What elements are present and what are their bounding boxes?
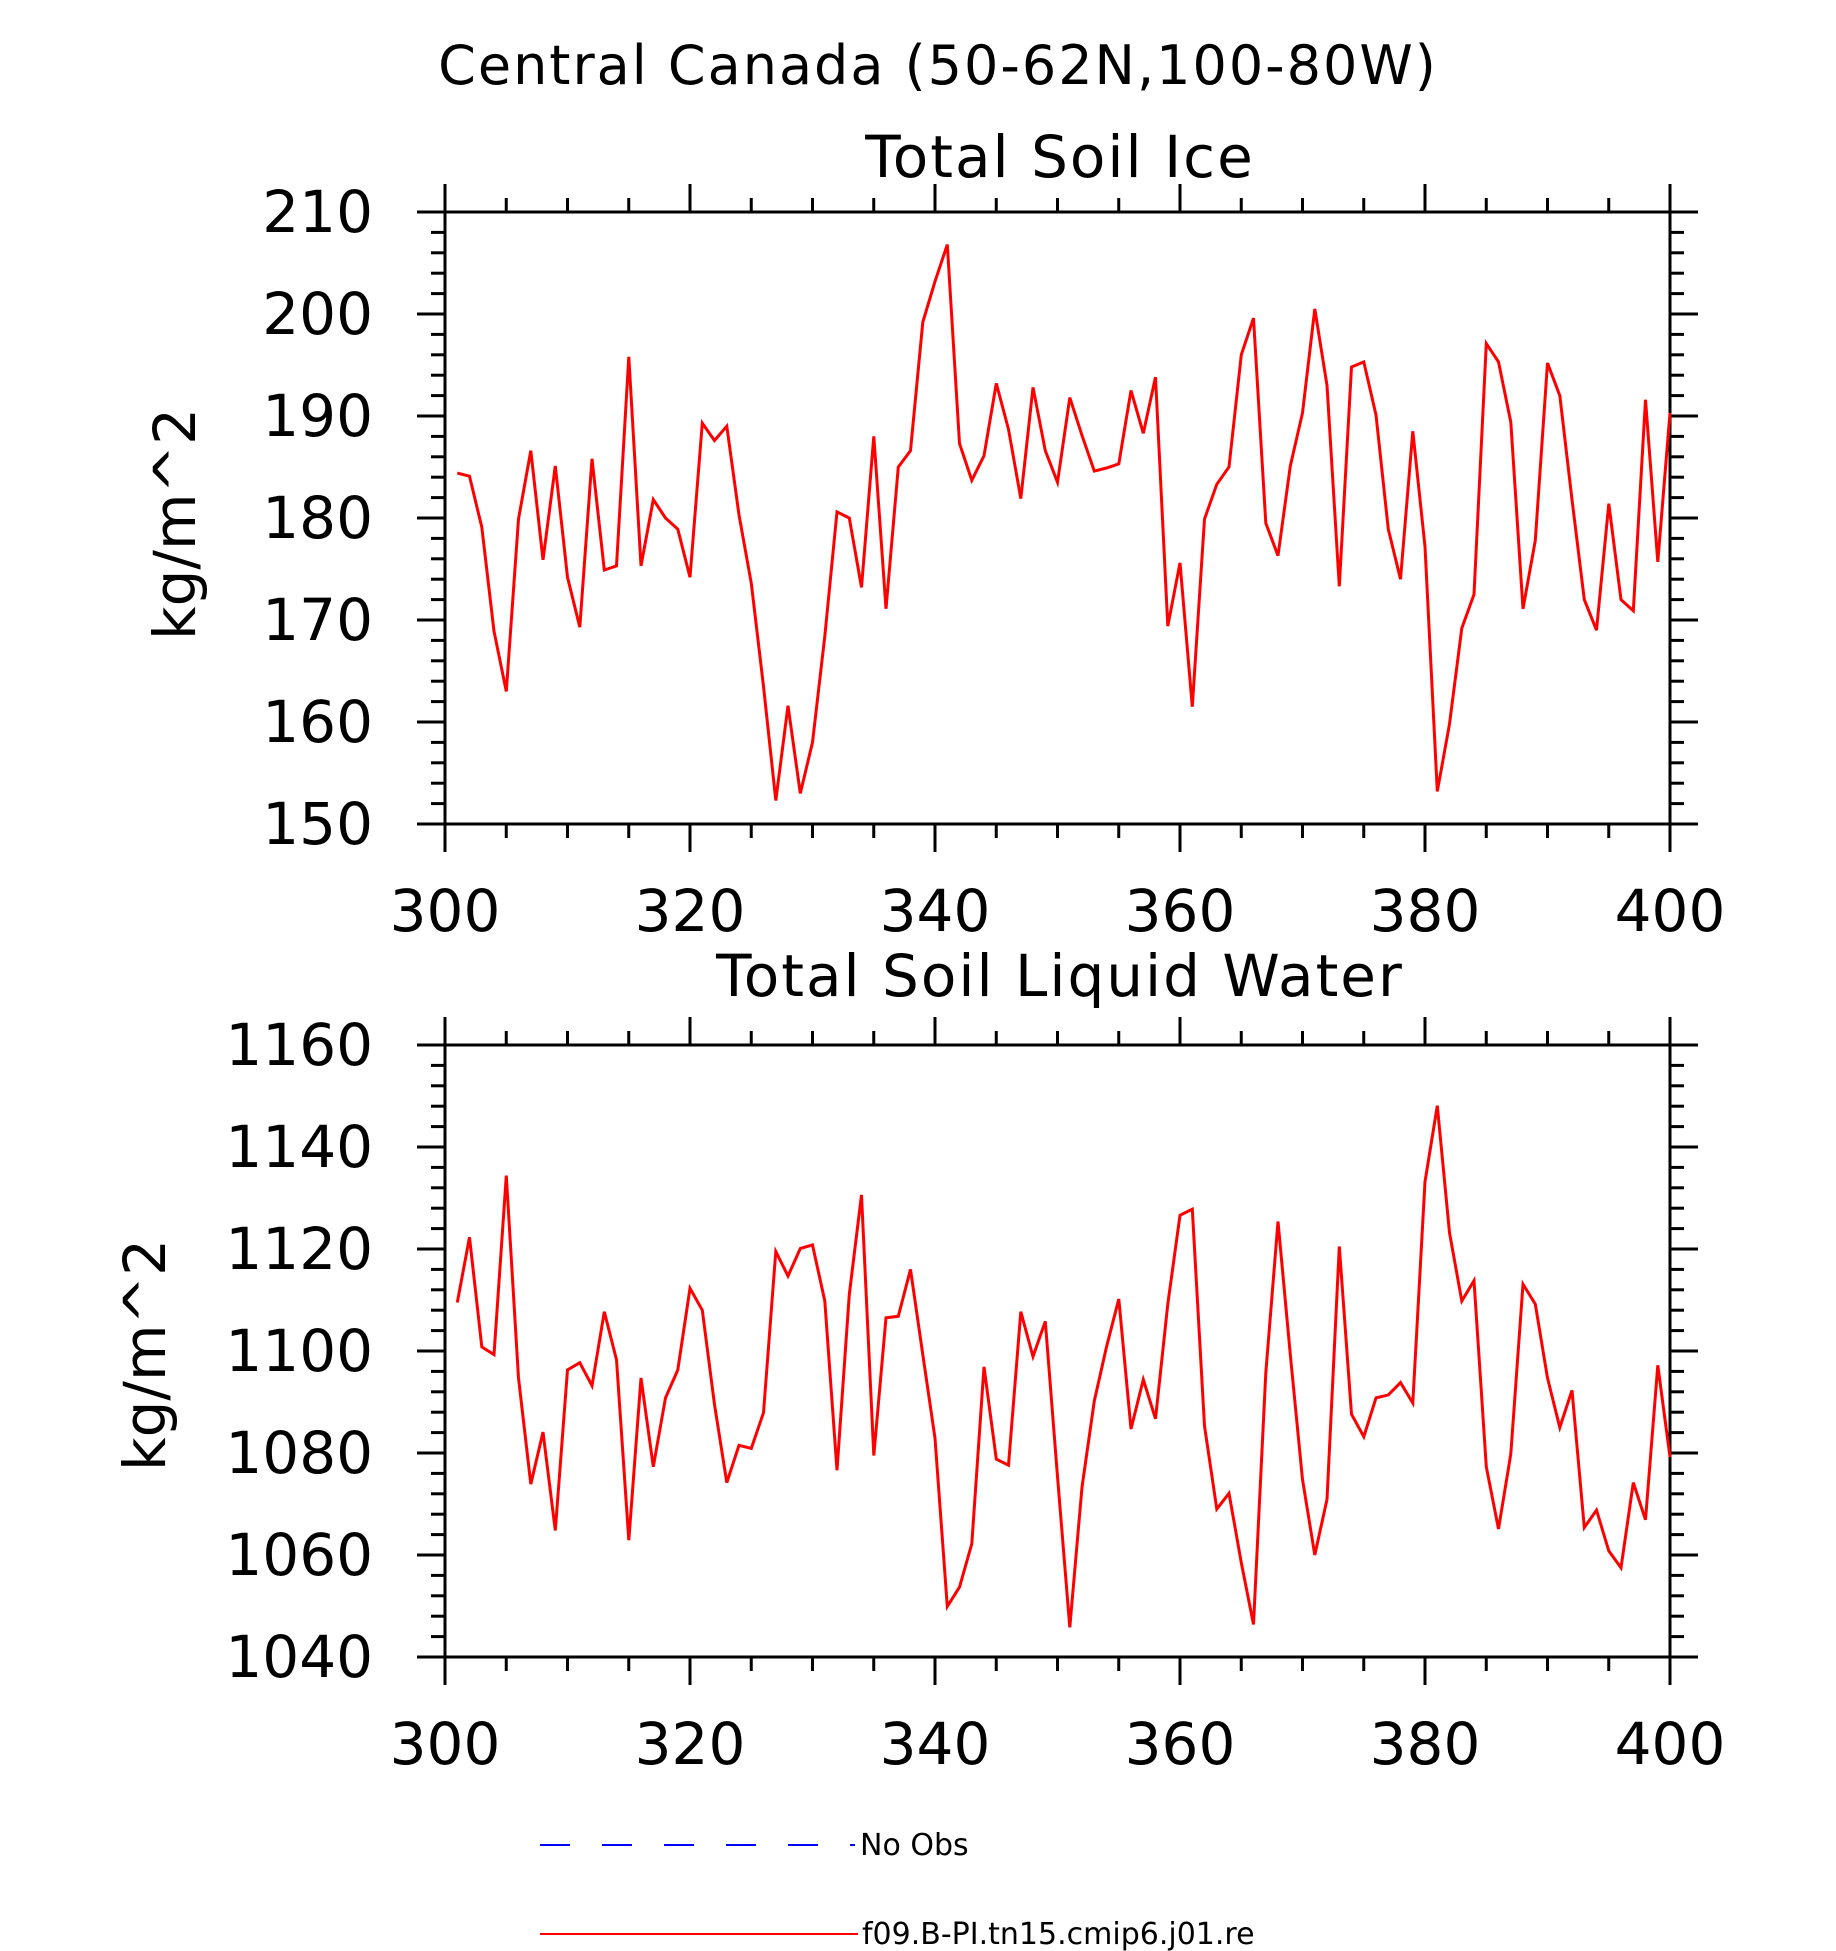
series-line	[455, 1105, 1672, 1628]
x-tick-label: 320	[635, 1710, 746, 1778]
tick-labels: 300 320 340 360 380 400 1040 1060 1080 1100 1120 11…	[225, 1011, 1725, 1778]
y-tick-label: 1140	[225, 1113, 373, 1181]
y-tick-label: 1040	[225, 1623, 373, 1691]
x-tick-label: 380	[1370, 1710, 1481, 1778]
x-tick-label: 340	[880, 877, 991, 945]
y-tick-label: 1080	[225, 1419, 373, 1487]
y-axis-label: kg/m^2	[111, 1239, 179, 1471]
y-tick-label: 1100	[225, 1317, 373, 1385]
panel-title: Total Soil Liquid Water	[715, 942, 1404, 1010]
legend-label-model: f09.B-PI.tn15.cmip6.j01.re	[862, 1917, 1255, 1951]
x-tick-label: 360	[1125, 1710, 1236, 1778]
x-tick-label: 400	[1615, 1710, 1726, 1778]
y-tick-label: 1160	[225, 1011, 373, 1079]
x-tick-label: 360	[1125, 877, 1236, 945]
y-tick-label: 160	[262, 688, 373, 756]
series-group	[456, 244, 1672, 801]
series-group	[455, 1105, 1672, 1628]
series-line	[456, 244, 1672, 801]
panel-total-soil-liquid-water: Total Soil Liquid Water kg/m^2 300 320 340…	[111, 942, 1725, 1778]
axis-ticks	[417, 184, 1698, 852]
axis-ticks	[417, 1017, 1698, 1685]
x-tick-label: 320	[635, 877, 746, 945]
y-tick-label: 150	[262, 790, 373, 858]
y-tick-label: 1060	[225, 1521, 373, 1589]
figure-title: Central Canada (50-62N,100-80W)	[438, 34, 1438, 97]
y-tick-label: 190	[262, 382, 373, 450]
tick-labels: 300 320 340 360 380 400 150 160 170 180 190 200 210	[262, 178, 1725, 945]
y-tick-label: 180	[262, 484, 373, 552]
x-tick-label: 300	[390, 877, 501, 945]
y-tick-label: 170	[262, 586, 373, 654]
plot-frame	[443, 210, 1672, 826]
y-tick-label: 1120	[225, 1215, 373, 1283]
legend-label-no-obs: No Obs	[860, 1828, 969, 1863]
x-tick-label: 300	[390, 1710, 501, 1778]
y-axis-label: kg/m^2	[141, 408, 209, 640]
y-tick-label: 200	[262, 280, 373, 348]
legend: No Obs f09.B-PI.tn15.cmip6.j01.re	[540, 1828, 1255, 1951]
y-tick-label: 210	[262, 178, 373, 246]
panel-title: Total Soil Ice	[864, 123, 1255, 191]
panel-total-soil-ice: Total Soil Ice kg/m^2 300 320 340 360 380 400…	[141, 123, 1725, 945]
x-tick-label: 400	[1615, 877, 1726, 945]
plot-frame	[443, 1043, 1672, 1659]
x-tick-label: 380	[1370, 877, 1481, 945]
x-tick-label: 340	[880, 1710, 991, 1778]
